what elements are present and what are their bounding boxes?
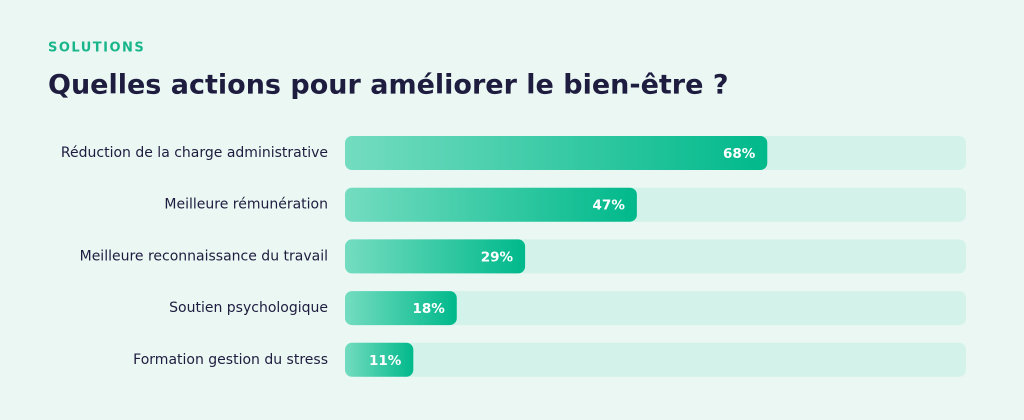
value-label: 68% bbox=[723, 146, 756, 162]
bar bbox=[345, 291, 457, 326]
value-label: 11% bbox=[369, 353, 402, 369]
value-label: 18% bbox=[412, 301, 445, 317]
category-label: Meilleure reconnaissance du travail bbox=[80, 248, 328, 264]
chart-title: Quelles actions pour améliorer le bien-ê… bbox=[48, 70, 728, 101]
bar-track bbox=[345, 291, 966, 326]
bar bbox=[345, 239, 526, 274]
value-label: 47% bbox=[593, 198, 626, 214]
category-label: Réduction de la charge administrative bbox=[61, 145, 328, 161]
category-label: Meilleure rémunération bbox=[164, 197, 328, 213]
bar bbox=[345, 187, 637, 222]
value-label: 29% bbox=[481, 249, 514, 265]
bar bbox=[345, 136, 768, 170]
kicker: SOLUTIONS bbox=[48, 41, 145, 56]
bar-track bbox=[345, 342, 966, 377]
category-label: Soutien psychologique bbox=[169, 300, 328, 316]
category-label: Formation gestion du stress bbox=[133, 352, 328, 368]
bar bbox=[345, 342, 414, 377]
